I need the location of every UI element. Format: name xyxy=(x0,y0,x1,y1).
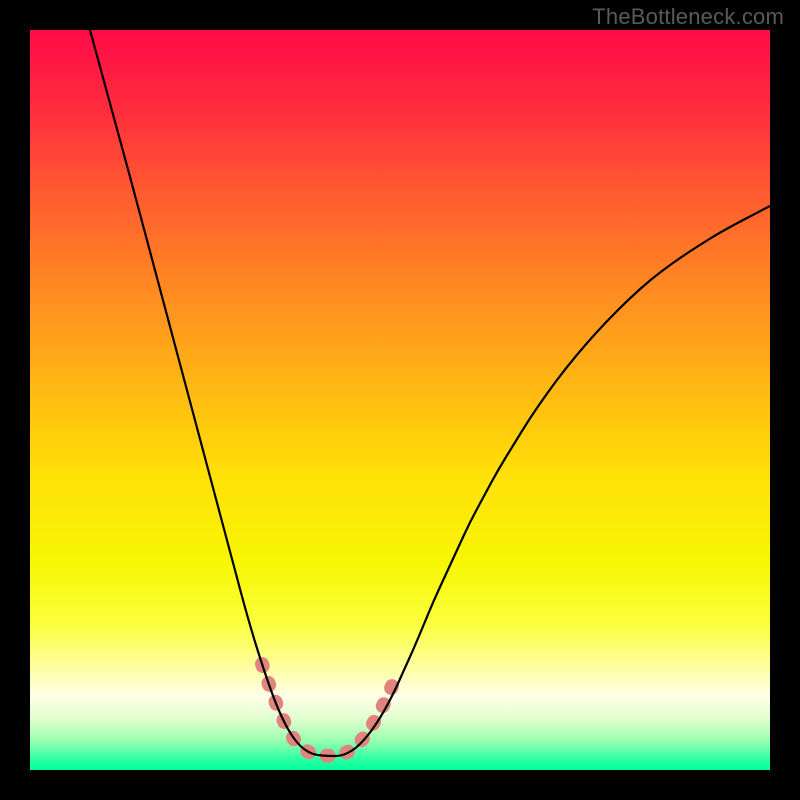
bottleneck-highlight xyxy=(262,664,392,756)
bottleneck-curve xyxy=(90,30,770,756)
chart-container: TheBottleneck.com xyxy=(0,0,800,800)
plot-area xyxy=(30,30,770,770)
curve-layer xyxy=(30,30,770,770)
watermark-text: TheBottleneck.com xyxy=(592,4,784,30)
